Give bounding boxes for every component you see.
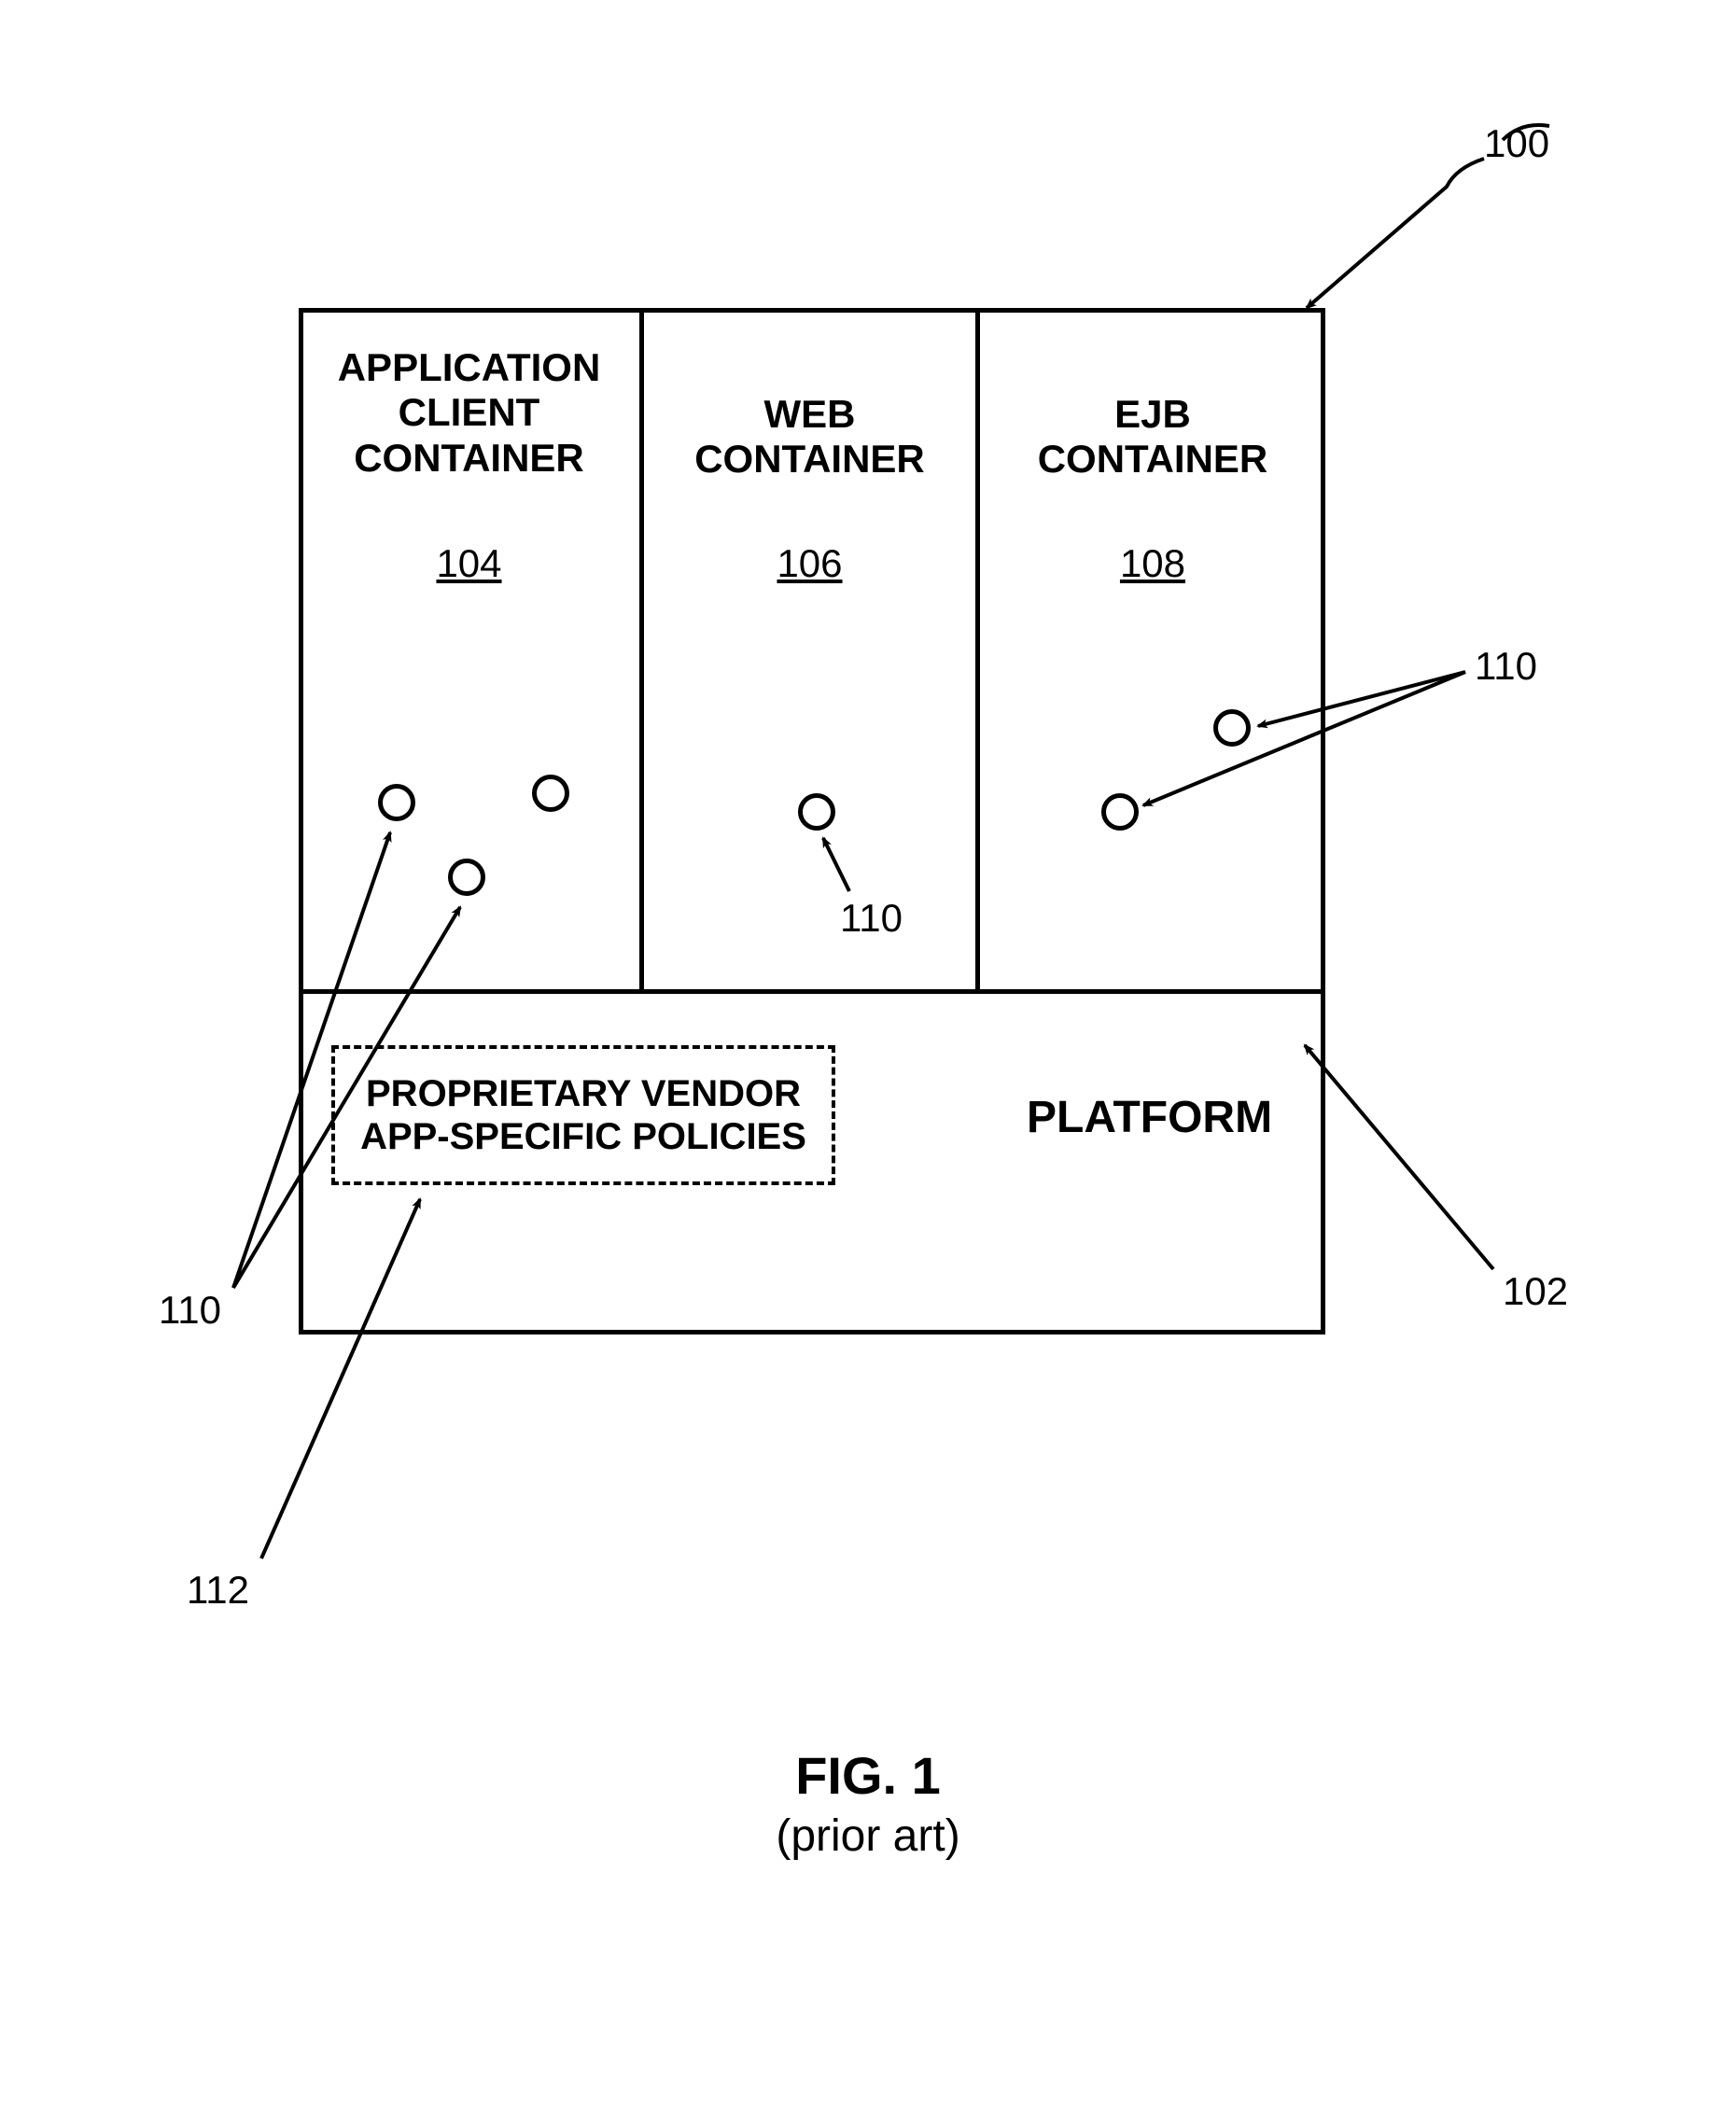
label-line: CONTAINER: [354, 436, 584, 480]
label-line: APPLICATION: [338, 345, 601, 389]
callout-110-left: 110: [159, 1288, 221, 1333]
container-label-web: WEB CONTAINER: [644, 392, 975, 482]
label-line: CONTAINER: [1038, 437, 1268, 481]
figure-caption: FIG. 1: [0, 1745, 1736, 1806]
label-line: WEB: [764, 392, 856, 436]
container-ref-106: 106: [644, 541, 975, 586]
callout-112: 112: [187, 1568, 249, 1613]
callout-110-mid: 110: [840, 896, 903, 941]
component-circle: [1213, 709, 1251, 747]
figure-subcaption: (prior art): [0, 1810, 1736, 1862]
policies-line1: PROPRIETARY VENDOR: [366, 1072, 801, 1115]
callout-110-right: 110: [1475, 644, 1537, 689]
container-ref-104: 104: [299, 541, 639, 586]
label-line: EJB: [1114, 392, 1191, 436]
callout-102: 102: [1503, 1269, 1568, 1314]
label-line: CONTAINER: [694, 437, 925, 481]
component-circle: [798, 793, 835, 831]
container-ref-108: 108: [980, 541, 1325, 586]
diagram-canvas: APPLICATION CLIENT CONTAINER 104 WEB CON…: [0, 0, 1736, 2124]
container-label-ejb: EJB CONTAINER: [980, 392, 1325, 482]
component-circle: [378, 784, 415, 821]
callout-100: 100: [1484, 121, 1549, 166]
component-circle: [448, 859, 485, 896]
divider-horizontal: [303, 989, 1321, 994]
platform-label: PLATFORM: [1027, 1092, 1272, 1143]
policies-box: PROPRIETARY VENDOR APP-SPECIFIC POLICIES: [331, 1045, 835, 1185]
container-label-app-client: APPLICATION CLIENT CONTAINER: [299, 345, 639, 481]
component-circle: [532, 775, 569, 812]
container-web: WEB CONTAINER 106: [644, 308, 980, 989]
component-circle: [1101, 793, 1139, 831]
container-ejb: EJB CONTAINER 108: [980, 308, 1325, 989]
policies-line2: APP-SPECIFIC POLICIES: [360, 1115, 806, 1158]
label-line: CLIENT: [399, 390, 540, 434]
